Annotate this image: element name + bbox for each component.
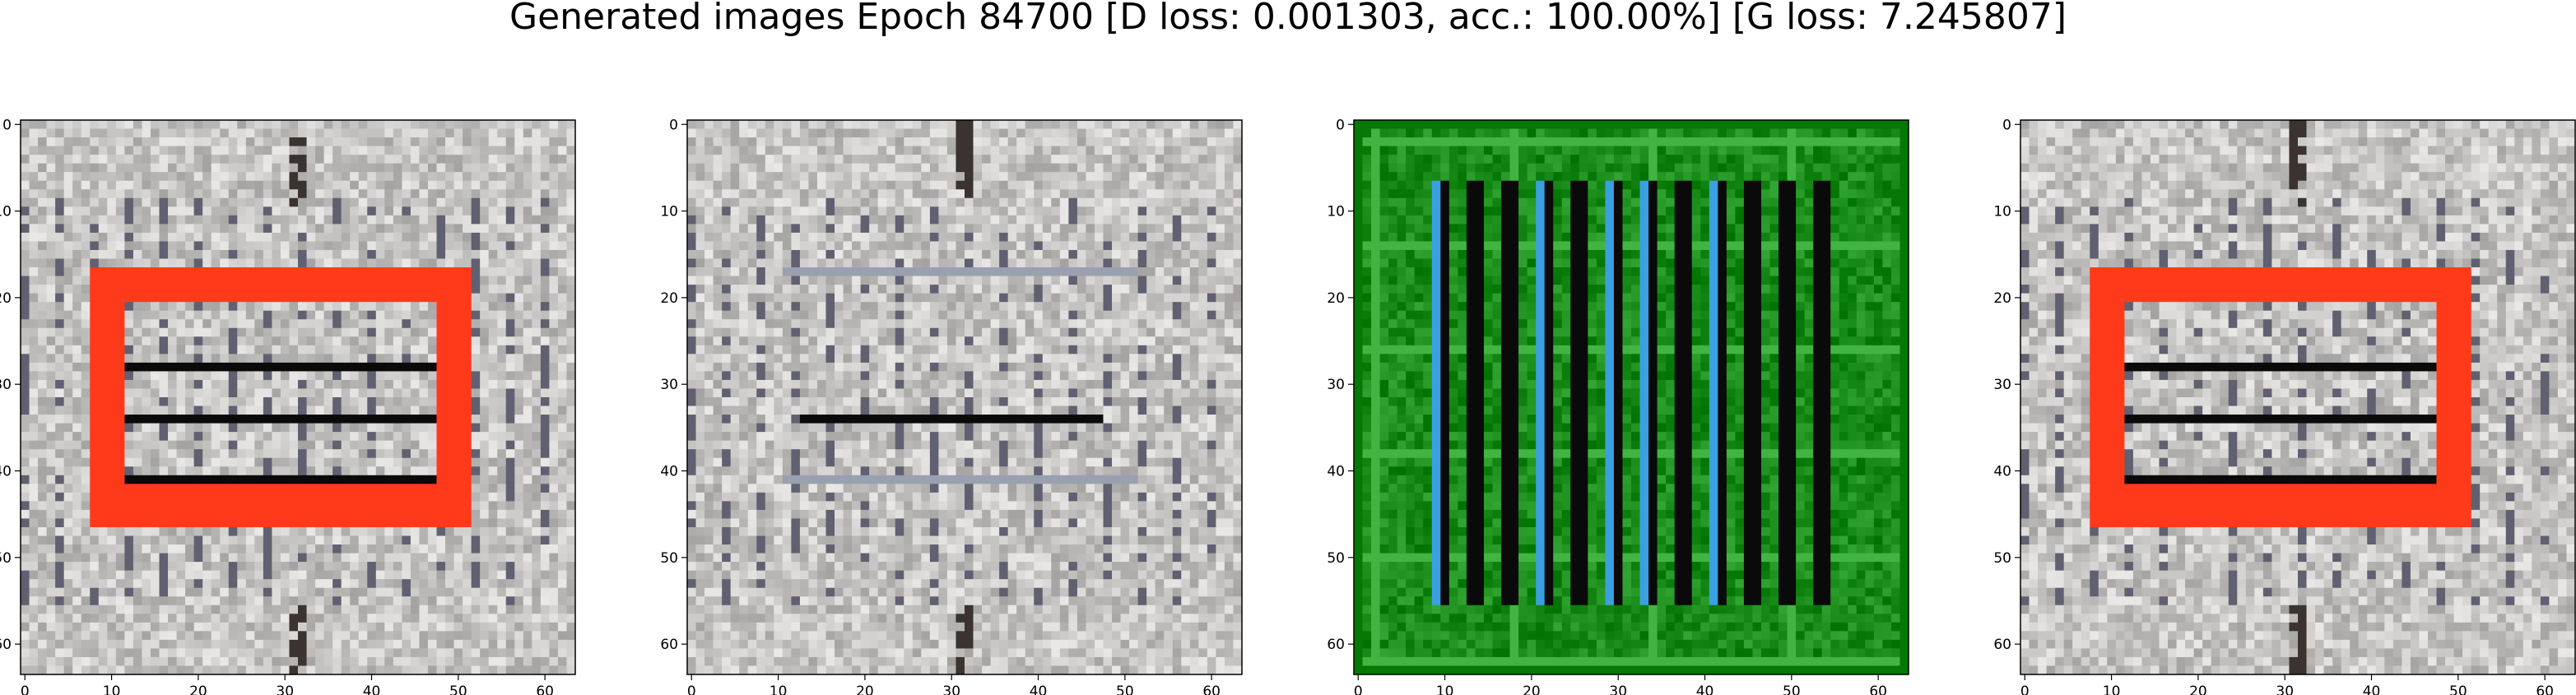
x-tick-label: 60: [2536, 683, 2554, 695]
x-tick-label: 30: [1609, 683, 1627, 695]
x-tick-label: 30: [2276, 683, 2294, 695]
y-tick-label: 30: [660, 377, 678, 393]
axes-frame: [1353, 119, 1909, 675]
y-tick-label: 50: [0, 550, 12, 567]
sample-image-4: 0 10 20 30 40 50 60 0 10 20 30 40 50 60: [1993, 117, 2576, 695]
y-tick-label: 40: [660, 464, 678, 480]
x-tick-label: 0: [687, 683, 696, 695]
y-tick-label: 40: [1993, 464, 2011, 480]
x-tick-label: 40: [1696, 683, 1714, 695]
axis-ticks: 0 10 20 30 40 50 60 0 10 20 30 40 50 60: [1327, 117, 1887, 695]
y-tick-label: 20: [660, 290, 678, 307]
y-tick-label: 60: [0, 637, 12, 653]
y-tick-label: 60: [660, 637, 678, 653]
y-tick-label: 0: [1336, 117, 1345, 133]
y-tick-label: 60: [1327, 637, 1345, 653]
x-tick-label: 30: [942, 683, 960, 695]
x-tick-label: 40: [2363, 683, 2381, 695]
y-tick-label: 10: [660, 204, 678, 220]
y-tick-label: 50: [660, 550, 678, 567]
x-tick-label: 20: [856, 683, 874, 695]
x-tick-label: 40: [1030, 683, 1048, 695]
y-tick-label: 40: [0, 464, 12, 480]
y-tick-label: 0: [2002, 117, 2011, 133]
axes-frame: [2020, 119, 2576, 675]
y-tick-label: 20: [1327, 290, 1345, 307]
y-tick-label: 20: [1993, 290, 2011, 307]
x-tick-label: 50: [449, 683, 467, 695]
y-tick-label: 30: [0, 377, 12, 393]
axis-ticks: 0 10 20 30 40 50 60 0 10 20 30 40 50 60: [660, 117, 1221, 695]
y-tick-label: 50: [1327, 550, 1345, 567]
x-tick-label: 0: [1354, 683, 1363, 695]
x-tick-label: 60: [1869, 683, 1887, 695]
sample-image-1: 0 10 20 30 40 50 60 0 10 20 30 40 50 60: [0, 117, 576, 695]
y-tick-label: 0: [2, 117, 12, 133]
y-tick-label: 40: [1327, 464, 1345, 480]
axis-ticks: 0 10 20 30 40 50 60 0 10 20 30 40 50 60: [1993, 117, 2554, 695]
x-tick-label: 20: [189, 683, 207, 695]
axis-ticks: 0 10 20 30 40 50 60 0 10 20 30 40 50 60: [0, 117, 554, 695]
y-tick-label: 10: [0, 204, 12, 220]
y-tick-label: 50: [1993, 550, 2011, 567]
y-tick-label: 30: [1327, 377, 1345, 393]
x-tick-label: 60: [1202, 683, 1221, 695]
x-tick-label: 0: [21, 683, 30, 695]
x-tick-label: 0: [2020, 683, 2030, 695]
x-tick-label: 40: [363, 683, 381, 695]
x-tick-label: 20: [1523, 683, 1541, 695]
sample-image-2: 0 10 20 30 40 50 60 0 10 20 30 40 50 60: [660, 117, 1243, 695]
x-tick-label: 10: [103, 683, 121, 695]
x-tick-label: 50: [2449, 683, 2467, 695]
x-tick-label: 30: [276, 683, 294, 695]
y-tick-label: 0: [669, 117, 678, 133]
x-tick-label: 10: [1436, 683, 1454, 695]
x-tick-label: 50: [1116, 683, 1134, 695]
y-tick-label: 60: [1993, 637, 2011, 653]
y-tick-label: 10: [1327, 204, 1345, 220]
y-tick-label: 10: [1993, 204, 2011, 220]
x-tick-label: 10: [2103, 683, 2121, 695]
sample-image-3: 0 10 20 30 40 50 60 0 10 20 30 40 50 60: [1327, 117, 1909, 695]
x-tick-label: 10: [770, 683, 788, 695]
x-tick-label: 60: [536, 683, 554, 695]
y-tick-label: 20: [0, 290, 12, 307]
x-tick-label: 50: [1783, 683, 1801, 695]
figure-title: Generated images Epoch 84700 [D loss: 0.…: [509, 0, 2067, 38]
y-tick-label: 30: [1993, 377, 2011, 393]
axes-frame: [20, 119, 576, 675]
axes-frame: [686, 119, 1243, 675]
x-tick-label: 20: [2189, 683, 2207, 695]
